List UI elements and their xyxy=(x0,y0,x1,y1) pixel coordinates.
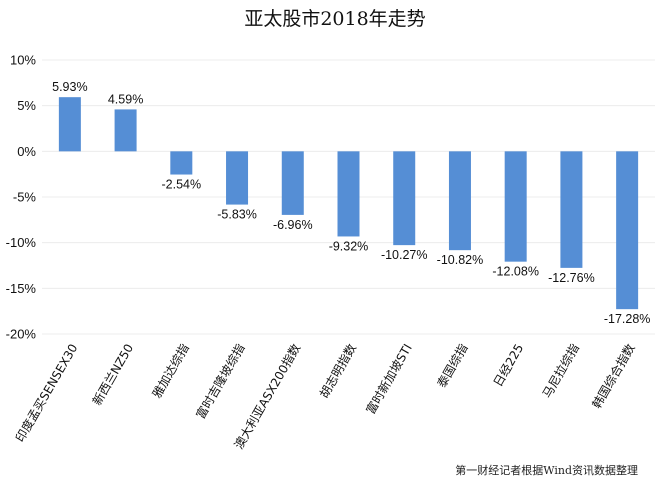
bar xyxy=(448,151,471,251)
y-axis-ticks: 10% 5% 0% -5% -10% -15% -20% xyxy=(6,53,37,342)
category-label: 印度孟买SENSEX30 xyxy=(12,341,80,445)
data-label: -12.08% xyxy=(492,265,539,279)
x-axis-categories: 印度孟买SENSEX30 新西兰NZ50 雅加达综指 富时吉隆坡综指澳大利亚ASX20… xyxy=(12,341,638,452)
data-label: -12.76% xyxy=(548,271,595,285)
category-label: 富时吉隆坡综指 xyxy=(193,341,248,421)
category-label: 泰国综指 xyxy=(434,341,471,390)
y-tick-label: -5% xyxy=(13,190,37,205)
bar xyxy=(337,151,360,237)
bars xyxy=(58,97,639,310)
bar xyxy=(114,109,137,152)
category-label: 富时新加坡STI xyxy=(363,341,415,416)
y-tick-label: 0% xyxy=(17,144,36,159)
data-label: 4.59% xyxy=(108,92,143,106)
category-label: 新西兰NZ50 xyxy=(89,341,136,408)
bar xyxy=(393,151,416,246)
chart-title: 亚太股市2018年走势 xyxy=(244,8,425,30)
category-label: 马尼拉综指 xyxy=(539,341,582,400)
bar xyxy=(560,151,583,268)
category-label: 胡志明指数 xyxy=(316,341,359,400)
bar xyxy=(226,151,249,205)
data-label: -9.32% xyxy=(329,239,369,253)
data-label: -17.28% xyxy=(604,312,651,326)
data-label: -10.82% xyxy=(437,253,484,267)
bar xyxy=(58,97,81,152)
y-tick-label: -20% xyxy=(6,327,37,342)
data-label: -5.83% xyxy=(217,208,257,222)
bar xyxy=(616,151,639,310)
bar xyxy=(281,151,304,215)
data-label: -10.27% xyxy=(381,248,428,262)
category-label: 韩国综合指数 xyxy=(589,341,638,411)
y-tick-label: 10% xyxy=(10,53,36,68)
data-labels: 5.93% 4.59% -2.54% -5.83% -6.96% -9.32% -10.27… xyxy=(52,80,650,326)
y-tick-label: -15% xyxy=(6,281,37,296)
source-note: 第一财经记者根据Wind资讯数据整理 xyxy=(455,463,638,477)
bar xyxy=(504,151,527,262)
category-label: 日经225 xyxy=(491,342,527,390)
data-label: -2.54% xyxy=(162,178,202,192)
y-tick-label: 5% xyxy=(17,98,36,113)
category-label: 雅加达综指 xyxy=(149,341,192,400)
y-tick-label: -10% xyxy=(6,235,37,250)
data-label: -6.96% xyxy=(273,218,313,232)
data-label: 5.93% xyxy=(52,80,87,94)
bar xyxy=(170,151,193,175)
